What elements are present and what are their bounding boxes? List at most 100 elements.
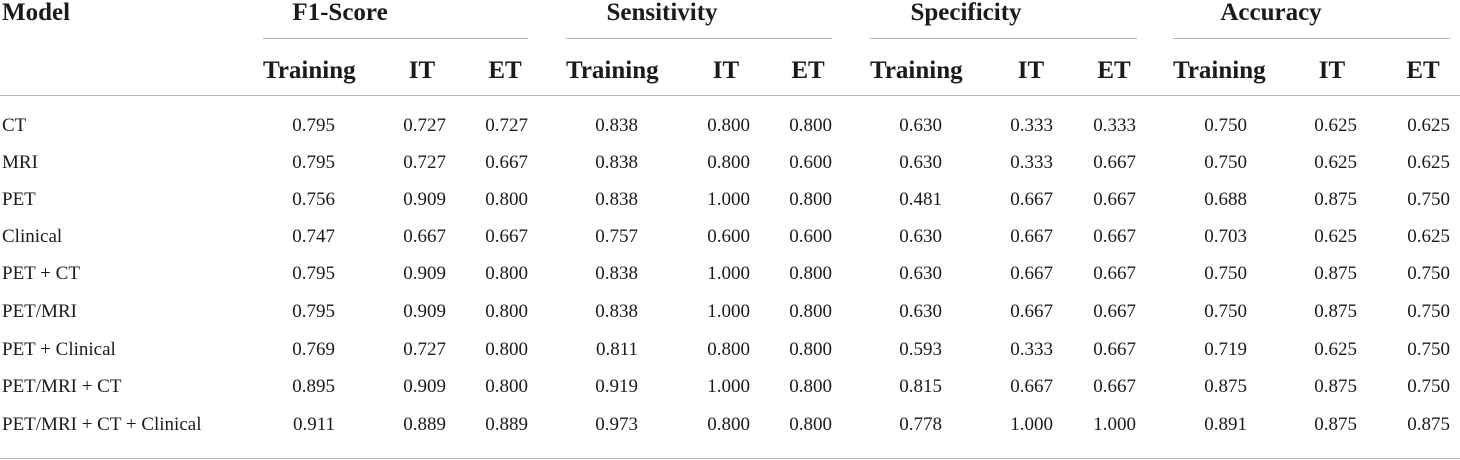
table-cell: 0.756 (292, 189, 335, 210)
table-cell: 0.750 (1204, 263, 1247, 284)
table-cell: 0.800 (707, 115, 750, 136)
row-model-label: PET/MRI (2, 301, 77, 322)
table-cell: 0.625 (1314, 226, 1357, 247)
table-cell: 0.811 (595, 339, 638, 360)
table-cell: 0.600 (707, 226, 750, 247)
table-cell: 0.919 (595, 376, 638, 397)
table-cell: 0.757 (595, 226, 638, 247)
row-model-label: PET (2, 189, 36, 210)
table-cell: 0.667 (1010, 376, 1053, 397)
table-cell: 0.667 (1093, 263, 1136, 284)
table-cell: 0.703 (1204, 226, 1247, 247)
table-cell: 0.750 (1204, 152, 1247, 173)
table-cell: 0.727 (485, 115, 528, 136)
table-cell: 0.909 (403, 376, 446, 397)
group-rule-f1-score (263, 38, 528, 39)
group-rule-accuracy (1173, 38, 1450, 39)
table-cell: 0.973 (595, 414, 638, 435)
table-cell: 0.630 (899, 152, 942, 173)
table-cell: 0.727 (403, 115, 446, 136)
table-cell: 0.333 (1010, 339, 1053, 360)
table-cell: 0.333 (1010, 115, 1053, 136)
table-cell: 0.750 (1407, 339, 1450, 360)
table-cell: 0.909 (403, 301, 446, 322)
table-cell: 0.800 (789, 376, 832, 397)
table-cell: 0.688 (1204, 189, 1247, 210)
table-cell: 0.750 (1407, 376, 1450, 397)
table-cell: 0.875 (1204, 376, 1247, 397)
table-cell: 0.625 (1314, 152, 1357, 173)
table-cell: 0.838 (595, 152, 638, 173)
table-cell: 0.800 (485, 301, 528, 322)
table-cell: 0.800 (485, 376, 528, 397)
row-model-label: PET + Clinical (2, 339, 116, 360)
row-model-label: PET/MRI + CT + Clinical (2, 414, 202, 435)
row-model-label: CT (2, 115, 27, 136)
table-cell: 0.909 (403, 189, 446, 210)
table-cell: 0.891 (1204, 414, 1247, 435)
table-cell: 1.000 (1093, 414, 1136, 435)
table-cell: 0.800 (485, 189, 528, 210)
table-cell: 0.895 (292, 376, 335, 397)
table-cell: 0.667 (1093, 226, 1136, 247)
table-cell: 0.600 (789, 152, 832, 173)
table-cell: 0.667 (1093, 339, 1136, 360)
table-cell: 0.795 (292, 152, 335, 173)
table-cell: 0.800 (789, 339, 832, 360)
table-cell: 0.630 (899, 263, 942, 284)
table-cell: 0.727 (403, 152, 446, 173)
subheader-f1-score-et: ET (488, 57, 522, 84)
table-cell: 0.333 (1010, 152, 1053, 173)
subheader-f1-score-it: IT (408, 57, 436, 84)
table-cell: 0.727 (403, 339, 446, 360)
table-cell: 0.889 (403, 414, 446, 435)
table-cell: 0.838 (595, 301, 638, 322)
row-model-label: PET/MRI + CT (2, 376, 122, 397)
table-cell: 0.875 (1314, 189, 1357, 210)
table-cell: 0.800 (789, 301, 832, 322)
group-header-specificity: Specificity (910, 0, 1022, 26)
table-cell: 0.593 (899, 339, 942, 360)
subheader-accuracy-et: ET (1406, 57, 1440, 84)
table-cell: 0.750 (1407, 301, 1450, 322)
table-cell: 0.800 (789, 414, 832, 435)
row-model-label: MRI (2, 152, 38, 173)
table-cell: 0.667 (485, 226, 528, 247)
table-cell: 0.800 (789, 115, 832, 136)
table-cell: 1.000 (707, 301, 750, 322)
table-cell: 0.800 (485, 263, 528, 284)
table-cell: 0.750 (1204, 115, 1247, 136)
table-cell: 0.625 (1314, 339, 1357, 360)
table-cell: 0.667 (485, 152, 528, 173)
table-cell: 0.625 (1407, 115, 1450, 136)
subheader-accuracy-it: IT (1318, 57, 1346, 84)
subheader-accuracy-training: Training (1173, 57, 1266, 84)
table-cell: 0.838 (595, 189, 638, 210)
table-cell: 0.667 (1010, 226, 1053, 247)
group-rule-specificity (870, 38, 1137, 39)
table-cell: 0.750 (1407, 189, 1450, 210)
table-cell: 0.838 (595, 263, 638, 284)
table-cell: 0.815 (899, 376, 942, 397)
table-cell: 0.800 (707, 414, 750, 435)
group-header-sensitivity: Sensitivity (606, 0, 718, 26)
table-cell: 0.333 (1093, 115, 1136, 136)
table-cell: 0.630 (899, 301, 942, 322)
table-cell: 0.889 (485, 414, 528, 435)
table-cell: 0.778 (899, 414, 942, 435)
subheader-specificity-et: ET (1097, 57, 1131, 84)
table-cell: 0.747 (292, 226, 335, 247)
model-column-header: Model (2, 0, 71, 26)
table-cell: 0.625 (1407, 152, 1450, 173)
row-model-label: Clinical (2, 226, 63, 247)
subheader-f1-score-training: Training (263, 57, 356, 84)
table-cell: 1.000 (1010, 414, 1053, 435)
table-cell: 0.795 (292, 115, 335, 136)
table-cell: 0.800 (789, 189, 832, 210)
subheader-sensitivity-et: ET (791, 57, 825, 84)
header-bottom-rule (0, 95, 1460, 96)
table-cell: 0.838 (595, 115, 638, 136)
table-cell: 0.750 (1204, 301, 1247, 322)
table-cell: 0.911 (292, 414, 335, 435)
table-cell: 0.667 (1010, 301, 1053, 322)
